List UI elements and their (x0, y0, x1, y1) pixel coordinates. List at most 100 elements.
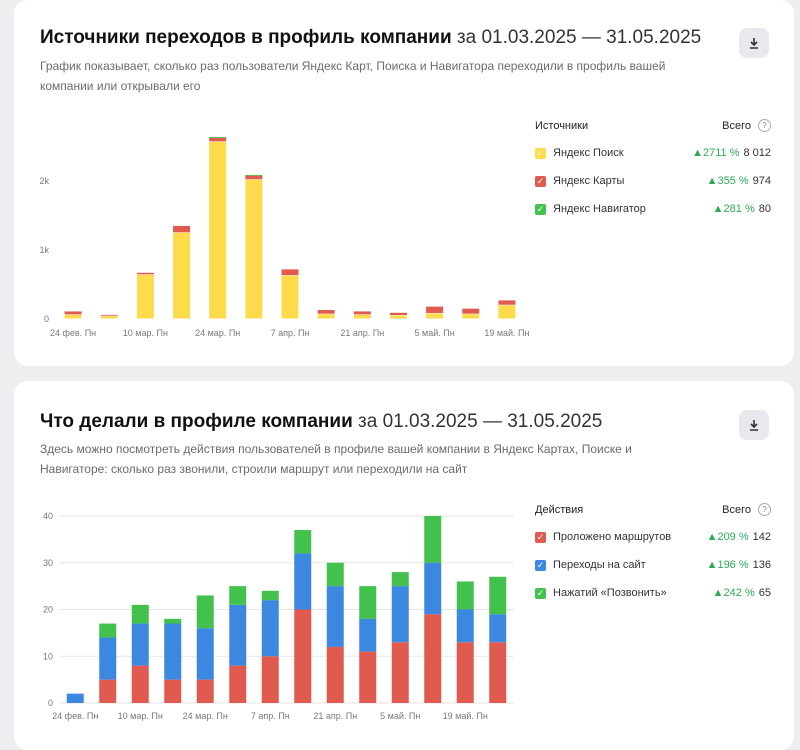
download-button[interactable] (739, 28, 769, 58)
bar-segment[interactable] (209, 141, 227, 319)
bar-segment[interactable] (131, 623, 149, 666)
bar-segment[interactable] (173, 232, 191, 319)
bar-segment[interactable] (229, 604, 247, 666)
bar-segment[interactable] (164, 618, 182, 624)
legend-item-site-visits[interactable]: ✓ Переходы на сайт ▲196 % 136 (535, 558, 775, 574)
checkbox-icon[interactable]: ✓ (535, 532, 546, 543)
bar-segment[interactable] (391, 642, 409, 703)
legend-item-yandex-navigator[interactable]: ✓ Яндекс Навигатор ▲281 % 80 (535, 202, 775, 218)
legend-item-calls[interactable]: ✓ Нажатий «Позвонить» ▲242 % 65 (535, 586, 775, 602)
bar-segment[interactable] (131, 665, 149, 703)
checkbox-icon[interactable]: ✓ (535, 588, 546, 599)
download-button[interactable] (739, 410, 769, 440)
bar-segment[interactable] (426, 306, 444, 313)
bar-segment[interactable] (317, 310, 335, 314)
bar-segment[interactable] (245, 174, 263, 176)
legend-item-yandex-search[interactable]: ✓ Яндекс Поиск ▲2711 % 8 012 (535, 146, 775, 162)
bar-segment[interactable] (456, 609, 474, 643)
bar-segment[interactable] (209, 137, 227, 142)
bar-segment[interactable] (131, 604, 149, 624)
profile-actions-chart: 0 10 20 30 40 24 фев. Пн 10 мар. Пн 24 мар. Пн 7… (43, 511, 514, 721)
bar-segment[interactable] (64, 314, 82, 319)
legend-item-yandex-maps[interactable]: ✓ Яндекс Карты ▲355 % 974 (535, 174, 775, 190)
bar-segment[interactable] (99, 623, 117, 638)
bar-segment[interactable] (426, 313, 444, 319)
bar-segment[interactable] (359, 651, 377, 703)
bar-segment[interactable] (389, 312, 407, 316)
bar-segment[interactable] (66, 693, 84, 703)
x-tick-label: 24 фев. Пн (50, 328, 96, 338)
bar-segment[interactable] (164, 679, 182, 703)
checkbox-icon[interactable]: ✓ (535, 560, 546, 571)
bar-segment[interactable] (229, 665, 247, 703)
bar-segment[interactable] (261, 656, 279, 703)
bar-segment[interactable] (294, 609, 312, 704)
bar-segment[interactable] (173, 225, 191, 233)
bar-segment[interactable] (326, 586, 344, 647)
bar-segment[interactable] (391, 572, 409, 587)
legend-item-name: Переходы на сайт (553, 559, 646, 571)
bar-segment[interactable] (100, 314, 118, 316)
x-tick-label: 24 фев. Пн (52, 711, 98, 721)
bar-segment[interactable] (389, 315, 407, 319)
bar-segment[interactable] (489, 576, 507, 615)
bar-segment[interactable] (462, 308, 480, 314)
bar-segment[interactable] (196, 679, 214, 703)
bar-segment[interactable] (317, 314, 335, 319)
bar-segment[interactable] (498, 305, 516, 319)
bar-segment[interactable] (100, 316, 118, 319)
bar-segment[interactable] (99, 679, 117, 703)
bar-segment[interactable] (64, 311, 82, 315)
bar-segment[interactable] (489, 614, 507, 643)
y-tick-label: 2k (39, 176, 49, 186)
bar-segment[interactable] (326, 562, 344, 587)
bar-segment[interactable] (281, 269, 299, 276)
x-tick-label: 5 май. Пн (380, 711, 420, 721)
bar-segment[interactable] (209, 137, 227, 138)
bar-segment[interactable] (261, 590, 279, 601)
bar-segment[interactable] (424, 516, 442, 563)
profile-actions-description: Здесь можно посмотреть действия пользова… (40, 442, 632, 476)
bar-segment[interactable] (456, 581, 474, 610)
legend-item-total: 8 012 (743, 147, 771, 159)
bar-segment[interactable] (353, 314, 371, 319)
y-tick-label: 1k (39, 245, 49, 255)
bar-segment[interactable] (456, 642, 474, 703)
bar-segment[interactable] (424, 562, 442, 615)
bar-segment[interactable] (229, 586, 247, 605)
help-icon[interactable]: ? (758, 503, 771, 516)
checkbox-icon[interactable]: ✓ (535, 176, 546, 187)
checkbox-icon[interactable]: ✓ (535, 204, 546, 215)
y-tick-label: 40 (43, 511, 53, 521)
traffic-sources-card: Источники переходов в профиль компании з… (14, 0, 794, 366)
bar-segment[interactable] (196, 628, 214, 680)
bar-segment[interactable] (294, 530, 312, 554)
bar-segment[interactable] (245, 175, 263, 180)
bar-segment[interactable] (294, 553, 312, 610)
bar-segment[interactable] (498, 300, 516, 305)
x-tick-label: 10 мар. Пн (118, 711, 163, 721)
bar-segment[interactable] (359, 586, 377, 619)
bar-segment[interactable] (353, 311, 371, 315)
traffic-sources-title: Источники переходов в профиль компании з… (40, 27, 701, 49)
bar-segment[interactable] (99, 637, 117, 680)
legend-item-change: ▲242 % (712, 587, 755, 599)
legend-total-label: Всего (722, 504, 751, 516)
bar-segment[interactable] (281, 275, 299, 319)
legend-header: Действия Всего ? (535, 503, 775, 518)
bar-segment[interactable] (489, 642, 507, 703)
bar-segment[interactable] (326, 646, 344, 703)
bar-segment[interactable] (462, 314, 480, 319)
bar-segment[interactable] (391, 586, 409, 643)
bar-segment[interactable] (196, 595, 214, 629)
bar-segment[interactable] (424, 614, 442, 703)
help-icon[interactable]: ? (758, 119, 771, 132)
bar-segment[interactable] (261, 600, 279, 657)
bar-segment[interactable] (245, 179, 263, 319)
bar-segment[interactable] (136, 274, 154, 319)
bar-segment[interactable] (136, 272, 154, 275)
legend-item-routes[interactable]: ✓ Проложено маршрутов ▲209 % 142 (535, 530, 775, 546)
checkbox-icon[interactable]: ✓ (535, 148, 546, 159)
bar-segment[interactable] (164, 623, 182, 680)
bar-segment[interactable] (359, 618, 377, 652)
